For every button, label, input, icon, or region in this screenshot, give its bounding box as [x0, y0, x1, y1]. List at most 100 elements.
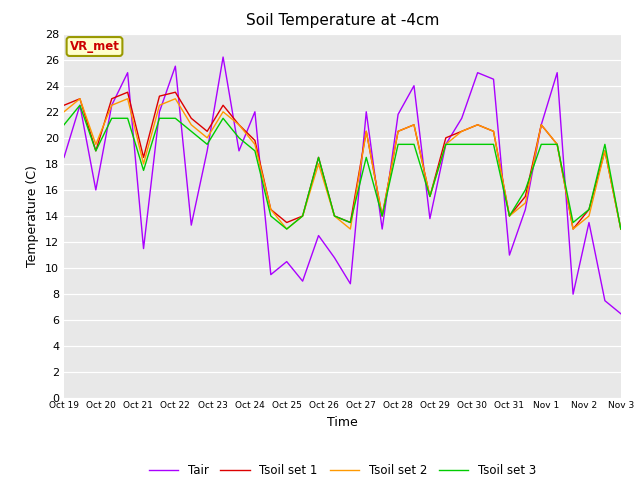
Tair — [267, 272, 275, 277]
Tsoil set 2 — [108, 102, 116, 108]
Tsoil set 3 — [601, 142, 609, 147]
Tair — [538, 122, 545, 128]
Tair — [601, 298, 609, 303]
Tair — [220, 54, 227, 60]
Tsoil set 3 — [362, 155, 370, 160]
Line: Tair: Tair — [64, 57, 621, 314]
Tair — [554, 70, 561, 75]
Tair — [188, 222, 195, 228]
Tsoil set 2 — [60, 109, 68, 115]
Tsoil set 2 — [204, 135, 211, 141]
Tair — [346, 281, 354, 287]
Tsoil set 1 — [378, 213, 386, 219]
Tsoil set 1 — [617, 226, 625, 232]
Tsoil set 2 — [538, 122, 545, 128]
Tsoil set 1 — [172, 89, 179, 95]
Tsoil set 2 — [172, 96, 179, 102]
Tsoil set 2 — [124, 96, 131, 102]
Tsoil set 2 — [442, 142, 450, 147]
Tsoil set 2 — [235, 122, 243, 128]
Tsoil set 2 — [394, 129, 402, 134]
Tair — [474, 70, 481, 75]
X-axis label: Time: Time — [327, 416, 358, 429]
Text: VR_met: VR_met — [70, 40, 120, 53]
Tsoil set 1 — [522, 193, 529, 199]
Tsoil set 2 — [426, 193, 434, 199]
Tair — [108, 102, 116, 108]
Tsoil set 1 — [124, 89, 131, 95]
Tsoil set 1 — [554, 142, 561, 147]
Tsoil set 1 — [156, 93, 163, 99]
Tsoil set 3 — [617, 226, 625, 232]
Tsoil set 2 — [140, 161, 147, 167]
Tsoil set 3 — [346, 220, 354, 226]
Tsoil set 3 — [204, 142, 211, 147]
Tsoil set 3 — [569, 220, 577, 226]
Tair — [235, 148, 243, 154]
Tsoil set 1 — [585, 206, 593, 212]
Tsoil set 2 — [554, 142, 561, 147]
Tsoil set 2 — [156, 102, 163, 108]
Tair — [442, 142, 450, 147]
Tsoil set 3 — [156, 115, 163, 121]
Tair — [204, 148, 211, 154]
Tair — [140, 246, 147, 252]
Tsoil set 3 — [60, 122, 68, 128]
Tsoil set 2 — [617, 226, 625, 232]
Tsoil set 3 — [490, 142, 497, 147]
Tsoil set 2 — [92, 142, 100, 147]
Tsoil set 2 — [315, 161, 323, 167]
Tair — [156, 109, 163, 115]
Tair — [60, 155, 68, 160]
Tair — [617, 311, 625, 317]
Tsoil set 2 — [601, 148, 609, 154]
Tsoil set 1 — [204, 129, 211, 134]
Tsoil set 2 — [362, 129, 370, 134]
Tsoil set 1 — [251, 138, 259, 144]
Tsoil set 3 — [522, 187, 529, 193]
Tsoil set 1 — [283, 220, 291, 226]
Tsoil set 3 — [378, 213, 386, 219]
Tsoil set 1 — [410, 122, 418, 128]
Tsoil set 3 — [267, 213, 275, 219]
Tsoil set 2 — [569, 226, 577, 232]
Tsoil set 1 — [331, 213, 339, 219]
Tsoil set 3 — [92, 148, 100, 154]
Tair — [394, 111, 402, 117]
Tair — [299, 278, 307, 284]
Tsoil set 3 — [220, 115, 227, 121]
Tsoil set 2 — [267, 206, 275, 212]
Y-axis label: Temperature (C): Temperature (C) — [26, 165, 39, 267]
Tsoil set 3 — [76, 102, 84, 108]
Tsoil set 1 — [506, 213, 513, 219]
Tsoil set 2 — [522, 200, 529, 206]
Tsoil set 3 — [458, 142, 465, 147]
Tair — [362, 109, 370, 115]
Tsoil set 3 — [299, 213, 307, 219]
Title: Soil Temperature at -4cm: Soil Temperature at -4cm — [246, 13, 439, 28]
Tsoil set 1 — [442, 135, 450, 141]
Tsoil set 1 — [92, 148, 100, 154]
Tsoil set 2 — [76, 96, 84, 102]
Tsoil set 3 — [426, 193, 434, 199]
Tsoil set 3 — [394, 142, 402, 147]
Tsoil set 2 — [410, 122, 418, 128]
Line: Tsoil set 3: Tsoil set 3 — [64, 105, 621, 229]
Line: Tsoil set 1: Tsoil set 1 — [64, 92, 621, 229]
Tsoil set 2 — [378, 213, 386, 219]
Tsoil set 3 — [140, 168, 147, 173]
Tsoil set 3 — [331, 213, 339, 219]
Tsoil set 3 — [442, 142, 450, 147]
Tair — [506, 252, 513, 258]
Tsoil set 1 — [394, 129, 402, 134]
Tsoil set 2 — [220, 109, 227, 115]
Tair — [458, 115, 465, 121]
Tair — [315, 233, 323, 239]
Tsoil set 1 — [426, 193, 434, 199]
Tsoil set 1 — [315, 155, 323, 160]
Line: Tsoil set 2: Tsoil set 2 — [64, 99, 621, 229]
Tsoil set 1 — [362, 129, 370, 134]
Tair — [251, 109, 259, 115]
Tsoil set 3 — [410, 142, 418, 147]
Tsoil set 3 — [188, 129, 195, 134]
